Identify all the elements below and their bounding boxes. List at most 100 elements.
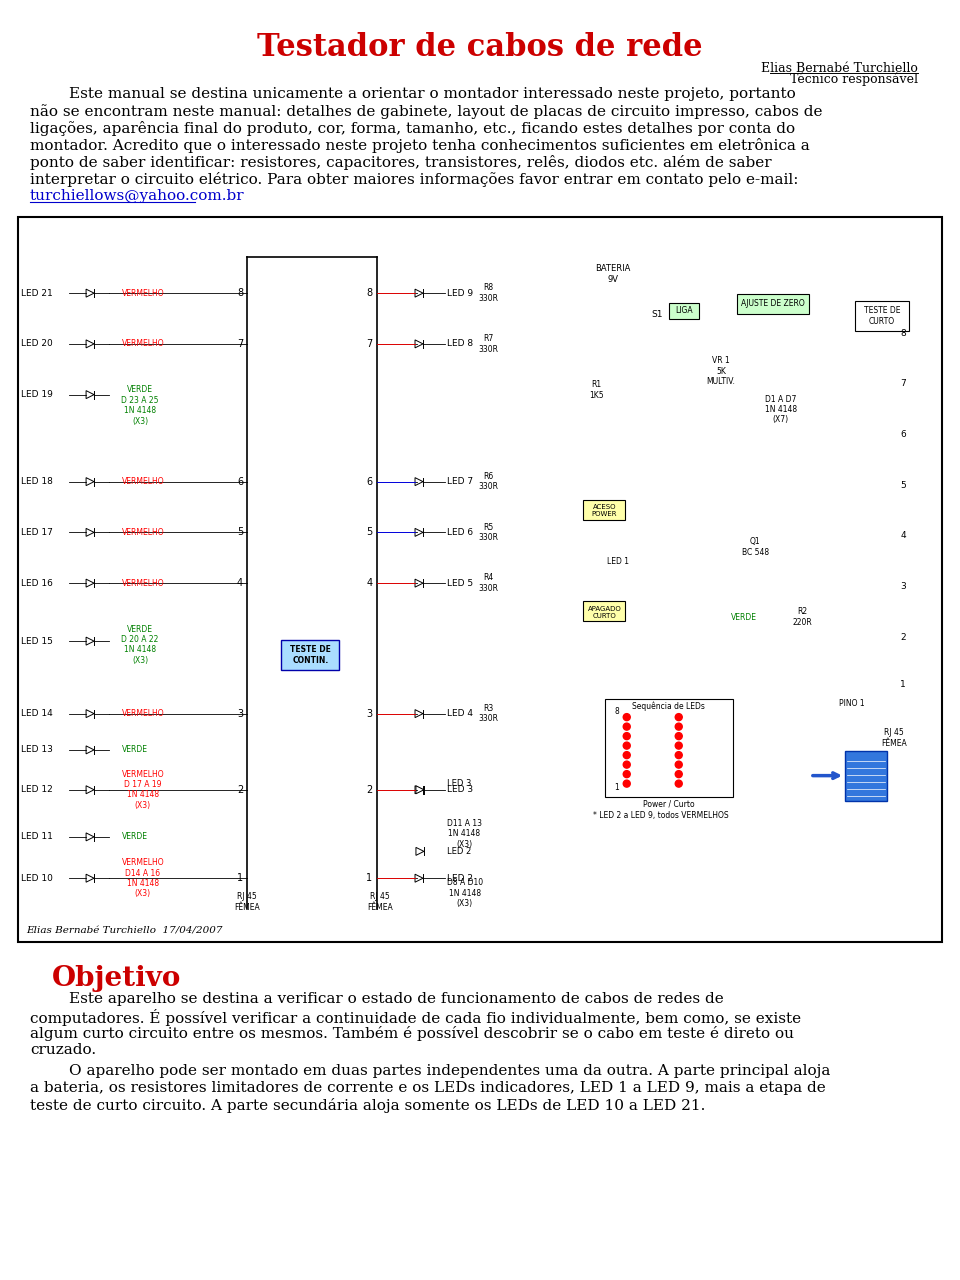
Text: Este manual se destina unicamente a orientar o montador interessado neste projet: Este manual se destina unicamente a orie… <box>30 87 796 101</box>
Text: LED 21: LED 21 <box>21 288 53 298</box>
Circle shape <box>675 751 683 759</box>
Text: 1: 1 <box>900 680 906 689</box>
Text: LED 12: LED 12 <box>21 785 53 795</box>
Text: R5
330R: R5 330R <box>478 522 498 541</box>
Text: ACESO
POWER: ACESO POWER <box>591 504 617 517</box>
Text: Técnico responsável: Técnico responsável <box>790 73 918 87</box>
Polygon shape <box>86 833 94 841</box>
Text: 6: 6 <box>900 430 906 439</box>
Polygon shape <box>86 477 94 485</box>
Text: VERDE
D 23 A 25
1N 4148
(X3): VERDE D 23 A 25 1N 4148 (X3) <box>122 385 159 425</box>
Text: R3
330R: R3 330R <box>478 704 498 723</box>
Polygon shape <box>86 529 94 536</box>
Text: computadores. É possível verificar a continuidade de cada fio individualmente, b: computadores. É possível verificar a con… <box>30 1009 802 1027</box>
Text: Elias Bernabé Turchiello: Elias Bernabé Turchiello <box>761 61 918 76</box>
Text: R8
330R: R8 330R <box>478 283 498 303</box>
Text: 3: 3 <box>367 709 372 718</box>
Text: LED 6: LED 6 <box>446 527 473 536</box>
Text: Q1
BC 548: Q1 BC 548 <box>742 538 769 557</box>
Text: cruzado.: cruzado. <box>30 1043 96 1057</box>
Polygon shape <box>86 874 94 882</box>
Bar <box>605 699 732 797</box>
Text: VERMELHO
D 17 A 19
1N 4148
(X3): VERMELHO D 17 A 19 1N 4148 (X3) <box>122 769 164 810</box>
Text: PINO 1: PINO 1 <box>838 699 864 708</box>
Text: RJ 45
FÊMEA: RJ 45 FÊMEA <box>234 892 260 911</box>
Polygon shape <box>86 289 94 297</box>
Text: LED 20: LED 20 <box>21 339 53 348</box>
Polygon shape <box>416 786 424 794</box>
Text: LED 9: LED 9 <box>446 288 473 298</box>
Circle shape <box>623 780 630 787</box>
Text: LED 18: LED 18 <box>21 477 53 486</box>
Text: BATERIA
9V: BATERIA 9V <box>595 264 631 284</box>
Text: 8: 8 <box>614 707 619 716</box>
Text: 4: 4 <box>900 531 906 540</box>
Text: 5: 5 <box>367 527 372 538</box>
Text: turchiellows@yahoo.com.br: turchiellows@yahoo.com.br <box>30 189 245 204</box>
Text: 2: 2 <box>900 634 906 643</box>
Polygon shape <box>416 847 424 855</box>
Circle shape <box>623 742 630 749</box>
Bar <box>584 602 626 621</box>
Text: D11 A 13
1N 4148
(X3): D11 A 13 1N 4148 (X3) <box>446 819 482 849</box>
Polygon shape <box>86 746 94 754</box>
Text: 7: 7 <box>900 379 906 388</box>
Text: VERMELHO
D14 A 16
1N 4148
(X3): VERMELHO D14 A 16 1N 4148 (X3) <box>122 858 164 899</box>
Text: RJ 45
FÊMEA: RJ 45 FÊMEA <box>881 728 907 748</box>
Polygon shape <box>415 874 423 882</box>
Circle shape <box>675 732 683 740</box>
Circle shape <box>675 780 683 787</box>
Polygon shape <box>415 579 423 588</box>
Text: LED 8: LED 8 <box>446 339 473 348</box>
Text: 5: 5 <box>237 527 243 538</box>
Text: R4
330R: R4 330R <box>478 573 498 593</box>
Polygon shape <box>415 709 423 718</box>
Text: teste de curto circuito. A parte secundária aloja somente os LEDs de LED 10 a LE: teste de curto circuito. A parte secundá… <box>30 1098 706 1114</box>
Text: 5: 5 <box>900 481 906 490</box>
Text: LED 5: LED 5 <box>446 579 473 588</box>
Text: 8: 8 <box>237 288 243 298</box>
Text: 1: 1 <box>237 873 243 883</box>
Text: R1
1K5: R1 1K5 <box>589 380 604 399</box>
Text: Sequência de LEDs: Sequência de LEDs <box>633 701 706 710</box>
Text: LED 2: LED 2 <box>446 874 472 883</box>
Text: 7: 7 <box>237 339 243 349</box>
Text: LED 19: LED 19 <box>21 390 53 399</box>
Text: R7
330R: R7 330R <box>478 334 498 353</box>
Polygon shape <box>415 340 423 348</box>
Text: VR 1
5K
MULTIV.: VR 1 5K MULTIV. <box>707 356 735 387</box>
Text: ligações, aparência final do produto, cor, forma, tamanho, etc., ficando estes d: ligações, aparência final do produto, co… <box>30 122 795 136</box>
Text: D8 A D10
1N 4148
(X3): D8 A D10 1N 4148 (X3) <box>446 878 483 908</box>
Text: ponto de saber identificar: resistores, capacitores, transistores, relês, diodos: ponto de saber identificar: resistores, … <box>30 155 772 170</box>
Text: RJ 45
FÊMEA: RJ 45 FÊMEA <box>368 892 393 911</box>
Text: VERMELHO: VERMELHO <box>122 339 164 348</box>
Circle shape <box>675 762 683 768</box>
Polygon shape <box>415 477 423 485</box>
Text: 6: 6 <box>237 476 243 486</box>
Text: Este aparelho se destina a verificar o estado de funcionamento de cabos de redes: Este aparelho se destina a verificar o e… <box>30 992 724 1006</box>
Circle shape <box>623 751 630 759</box>
Text: APAGADO
CURTO: APAGADO CURTO <box>588 605 621 618</box>
Text: VERMELHO: VERMELHO <box>122 579 164 588</box>
Bar <box>18 218 942 942</box>
Circle shape <box>675 771 683 778</box>
Text: LED 3: LED 3 <box>446 780 471 788</box>
Text: VERMELHO: VERMELHO <box>122 709 164 718</box>
Text: LED 11: LED 11 <box>21 832 53 841</box>
Circle shape <box>675 714 683 721</box>
Text: AJUSTE DE ZERO: AJUSTE DE ZERO <box>741 300 804 308</box>
Text: interpretar o circuito elétrico. Para obter maiores informações favor entrar em : interpretar o circuito elétrico. Para ob… <box>30 172 799 187</box>
Text: 1: 1 <box>367 873 372 883</box>
Text: LED 16: LED 16 <box>21 579 53 588</box>
Circle shape <box>623 771 630 778</box>
Text: LED 17: LED 17 <box>21 527 53 536</box>
Text: 4: 4 <box>237 579 243 588</box>
Text: 6: 6 <box>367 476 372 486</box>
Circle shape <box>675 742 683 749</box>
Polygon shape <box>86 709 94 718</box>
Text: VERMELHO: VERMELHO <box>122 527 164 536</box>
Circle shape <box>623 714 630 721</box>
Polygon shape <box>86 340 94 348</box>
Bar <box>737 293 809 314</box>
Text: VERDE
D 20 A 22
1N 4148
(X3): VERDE D 20 A 22 1N 4148 (X3) <box>122 625 158 664</box>
